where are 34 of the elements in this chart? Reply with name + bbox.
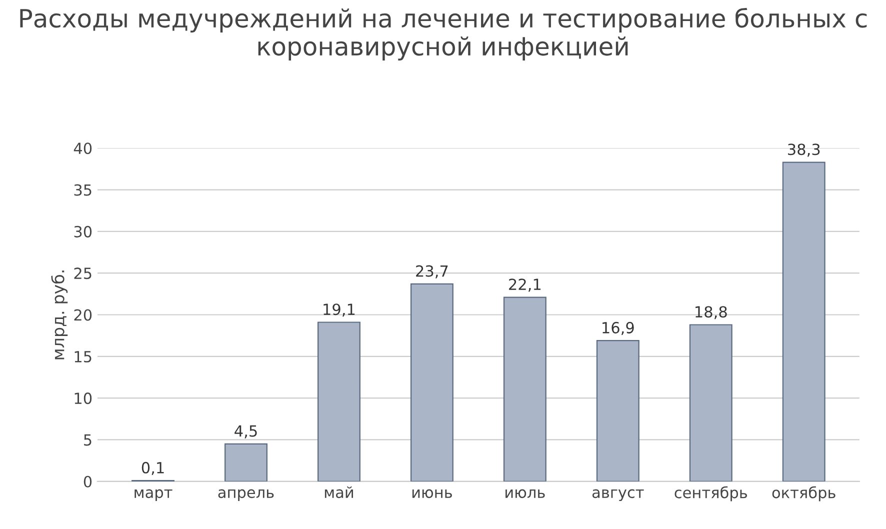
x-tick-label: июнь [412, 489, 452, 498]
data-label: 18,8 [696, 306, 727, 320]
x-tick-label: октябрь [772, 486, 836, 502]
y-tick-label: 15 [74, 351, 92, 362]
chart-title: Расходы медучреждений на лечение и тестирование больных с коронавирусной инфекцией [20, 8, 867, 61]
y-tick-label: 10 [74, 392, 92, 404]
y-tick-label: 0 [84, 476, 92, 488]
bar [503, 296, 546, 482]
bar [317, 322, 360, 482]
bar [596, 340, 640, 482]
bar [410, 283, 454, 482]
y-tick-label: 25 [74, 268, 92, 280]
x-tick-label: апрель [218, 489, 274, 502]
x-tick-label: август [592, 489, 644, 502]
bar [224, 443, 268, 482]
y-tick-label: 40 [74, 142, 92, 154]
y-tick-label: 5 [84, 434, 92, 446]
data-label: 0,1 [142, 462, 164, 475]
y-tick-label: 20 [74, 309, 92, 321]
data-label: 16,9 [602, 322, 634, 336]
y-axis-title: млрд. руб. [51, 270, 68, 360]
y-tick-label: 35 [74, 184, 92, 196]
data-label: 22,1 [509, 278, 541, 292]
data-label: 4,5 [234, 425, 257, 438]
x-tick-label: май [324, 486, 353, 498]
bar [689, 324, 732, 482]
x-tick-label: март [134, 489, 172, 502]
y-tick-label: 30 [74, 226, 92, 238]
x-tick-label: июль [506, 489, 545, 498]
data-label: 23,7 [416, 265, 448, 278]
x-tick-label: сентябрь [674, 486, 747, 502]
data-label: 19,1 [324, 304, 355, 317]
bar [782, 162, 826, 482]
data-label: 38,3 [788, 144, 820, 157]
